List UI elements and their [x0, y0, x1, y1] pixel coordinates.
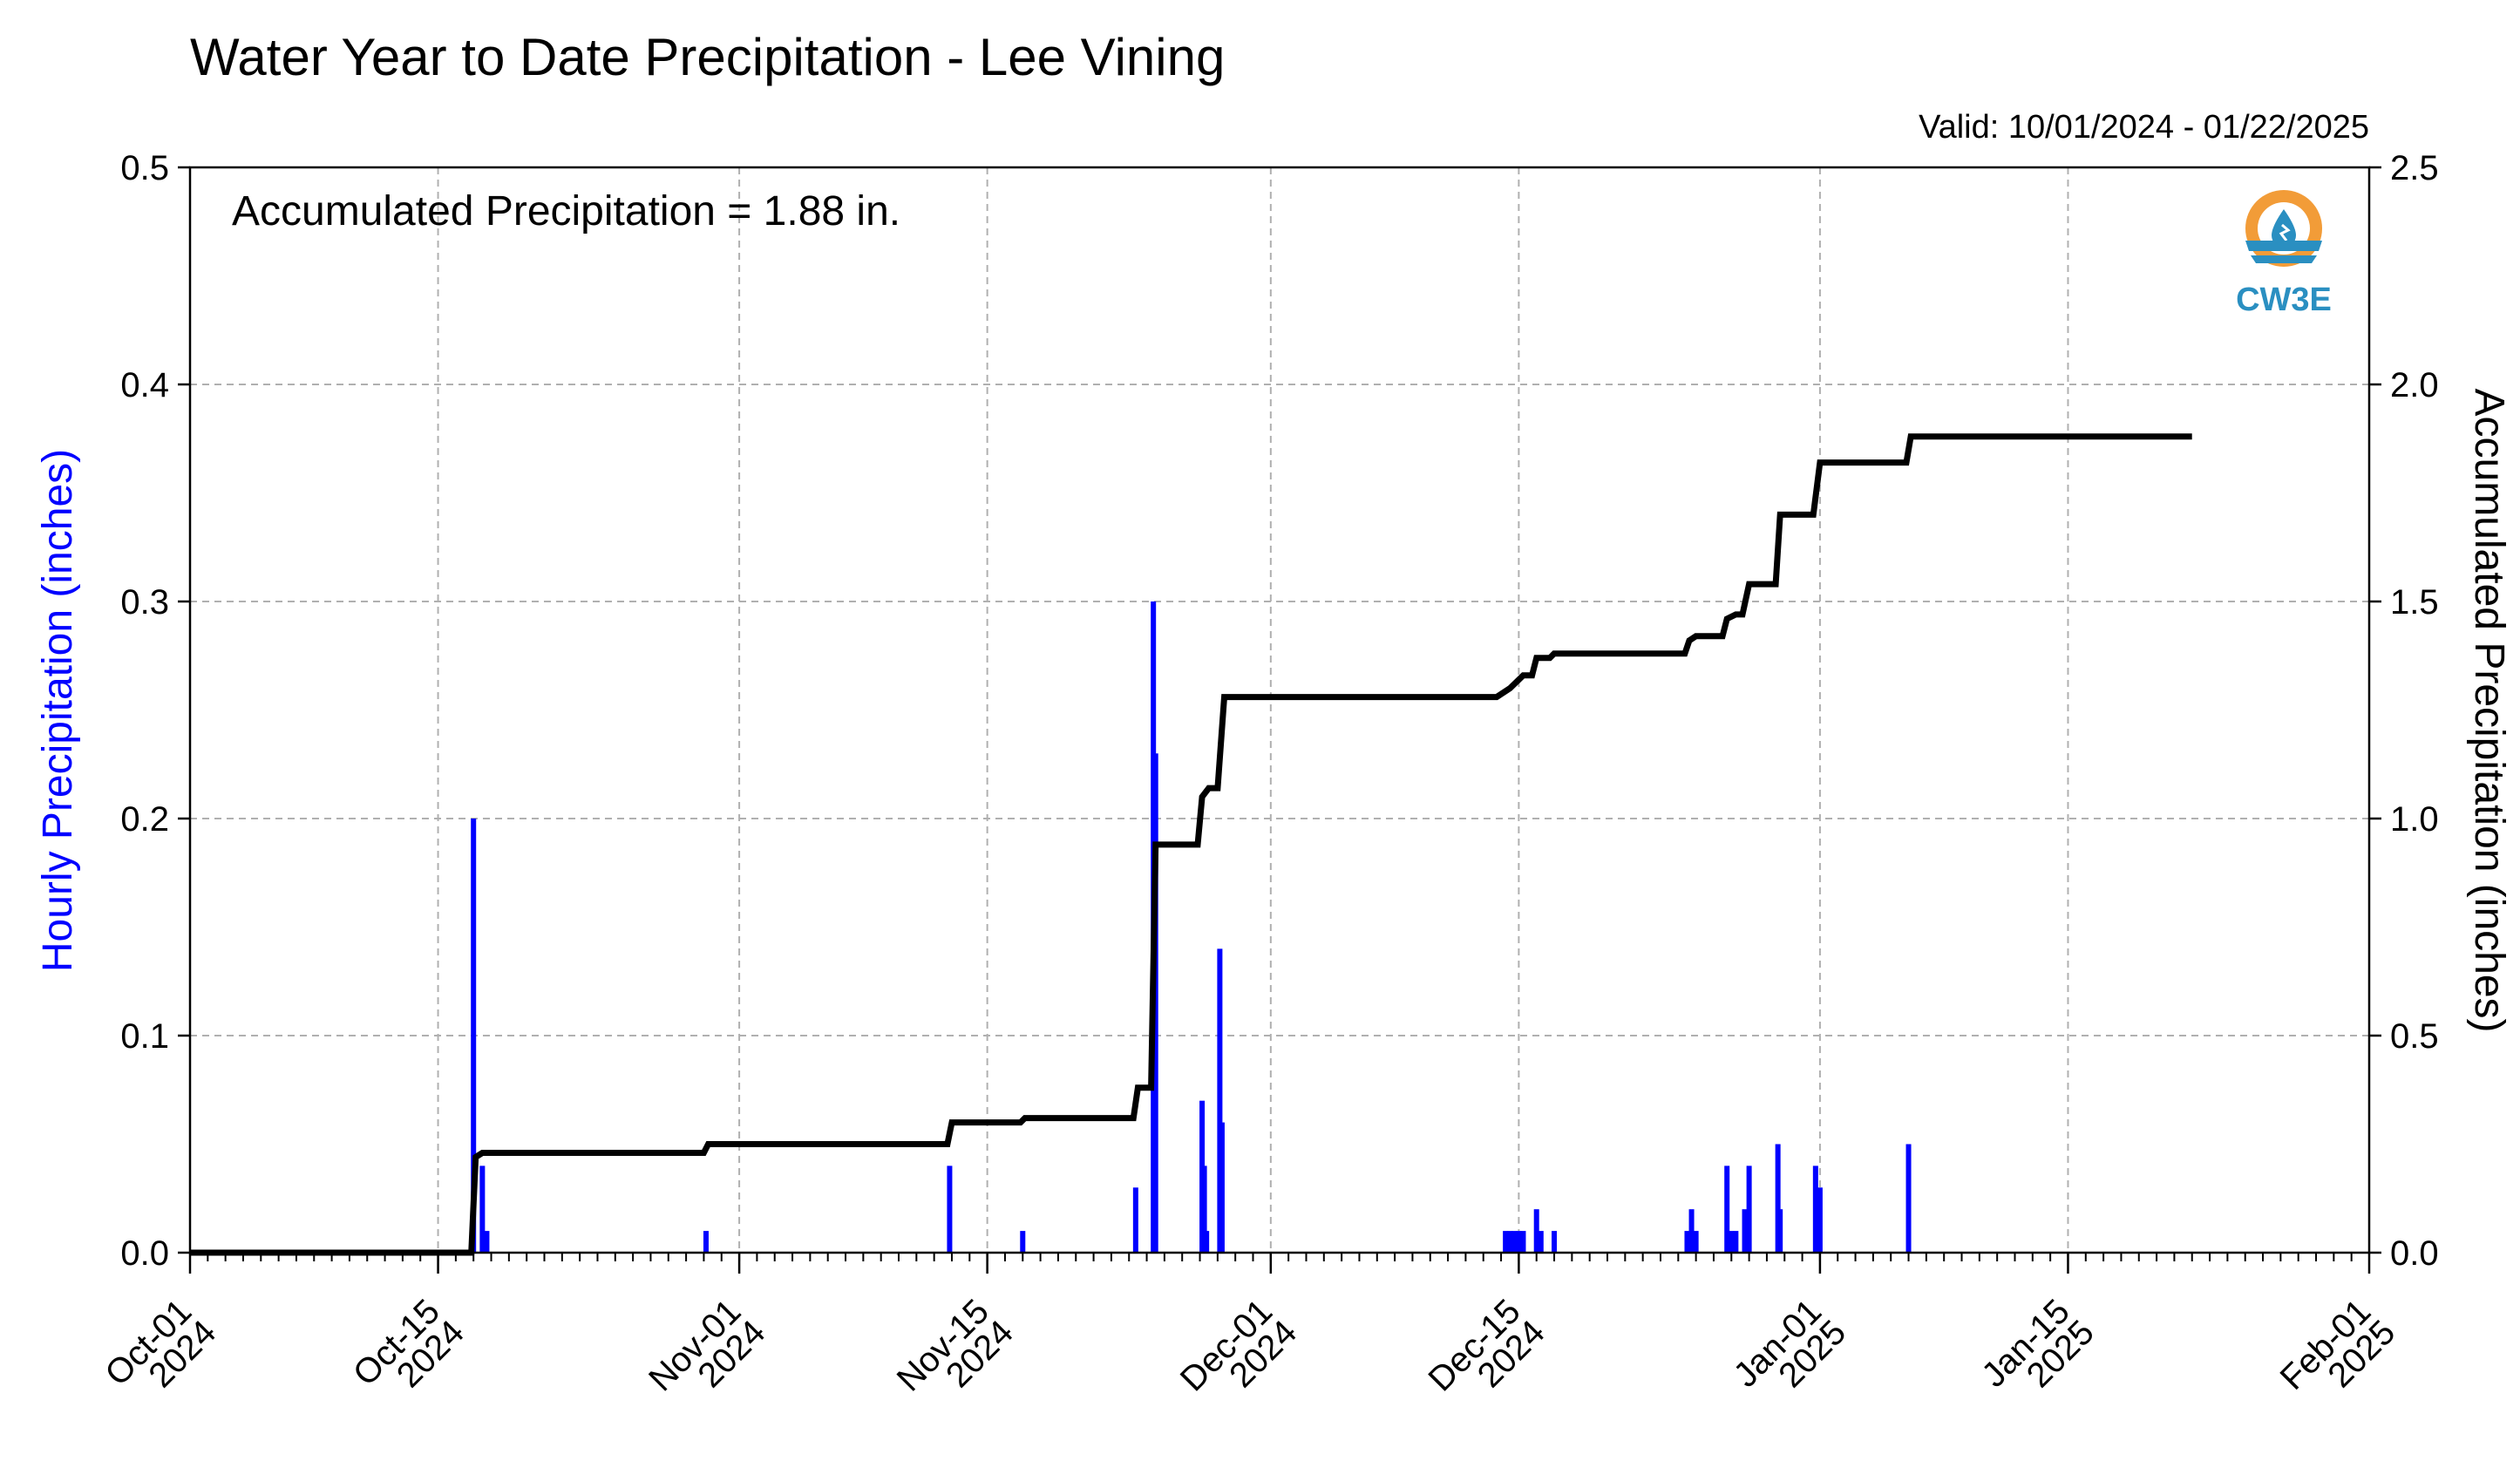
- hourly-bar: [471, 819, 477, 1253]
- hourly-bar: [479, 1165, 486, 1253]
- grid-lines: [190, 167, 2369, 1253]
- hourly-bar: [1688, 1209, 1695, 1253]
- left-axis-label: Hourly Precipitation (inches): [35, 449, 81, 972]
- left-tick-label: 0.1: [120, 1017, 169, 1056]
- left-tick-label: 0.4: [120, 366, 169, 404]
- hourly-bar: [1724, 1165, 1730, 1253]
- hourly-bar: [1511, 1231, 1518, 1253]
- accumulated-precip-line: [190, 433, 2192, 1256]
- hourly-bar: [1217, 948, 1223, 1253]
- hourly-bar: [1516, 1231, 1522, 1253]
- left-tick-label: 0.5: [120, 149, 169, 187]
- hourly-bar: [1733, 1231, 1739, 1253]
- accumulated-precip-series: [190, 433, 2192, 1256]
- hourly-bar: [1507, 1231, 1513, 1253]
- right-axis-label: Accumulated Precipitation (inches): [2466, 388, 2512, 1032]
- hourly-bar: [1684, 1231, 1690, 1253]
- hourly-bar: [1538, 1231, 1544, 1253]
- right-tick-label: 2.5: [2390, 149, 2439, 187]
- annotation-accumulated: Accumulated Precipitation = 1.88 in.: [232, 188, 900, 234]
- right-tick-label: 0.5: [2390, 1017, 2439, 1056]
- logo-waves: [2245, 241, 2322, 263]
- left-axis-ticks: 0.0 0.1 0.2 0.3 0.4 0.5: [120, 149, 190, 1273]
- left-tick-label: 0.3: [120, 583, 169, 622]
- plot-frame: [188, 166, 2371, 1254]
- right-tick-label: 0.0: [2390, 1234, 2439, 1273]
- hourly-bar: [1520, 1231, 1526, 1253]
- hourly-bar: [1219, 1122, 1225, 1253]
- valid-date-range: Valid: 10/01/2024 - 01/22/2025: [1919, 109, 2369, 146]
- cw3e-logo: CW3E: [2236, 190, 2332, 318]
- hourly-bar: [1204, 1231, 1210, 1253]
- hourly-bar: [1533, 1209, 1539, 1253]
- hourly-bar: [1020, 1231, 1026, 1253]
- hourly-bar: [1552, 1231, 1558, 1253]
- hourly-bar: [1812, 1165, 1818, 1253]
- right-tick-label: 1.0: [2390, 800, 2439, 839]
- hourly-bar: [1503, 1231, 1509, 1253]
- hourly-bar: [1729, 1231, 1735, 1253]
- chart-title: Water Year to Date Precipitation - Lee V…: [190, 28, 1225, 86]
- hourly-bar: [1132, 1187, 1138, 1253]
- hourly-bar: [1693, 1231, 1699, 1253]
- hourly-bar: [484, 1231, 490, 1253]
- left-tick-label: 0.2: [120, 800, 169, 839]
- hourly-bar: [1746, 1165, 1752, 1253]
- hourly-bar: [703, 1231, 709, 1253]
- left-tick-label: 0.0: [120, 1234, 169, 1273]
- right-tick-label: 2.0: [2390, 366, 2439, 404]
- hourly-bar: [1777, 1209, 1783, 1253]
- logo-text: CW3E: [2236, 282, 2332, 318]
- right-axis-ticks: 0.0 0.5 1.0 1.5 2.0 2.5: [2369, 149, 2439, 1273]
- logo-droplet-icon: [2272, 209, 2296, 248]
- hourly-bar: [1201, 1165, 1207, 1253]
- hourly-bar: [1742, 1209, 1748, 1253]
- hourly-bar: [1775, 1144, 1781, 1253]
- hourly-bar: [1905, 1144, 1912, 1253]
- hourly-bar: [1817, 1187, 1823, 1253]
- hourly-bar: [947, 1165, 953, 1253]
- right-tick-label: 1.5: [2390, 583, 2439, 622]
